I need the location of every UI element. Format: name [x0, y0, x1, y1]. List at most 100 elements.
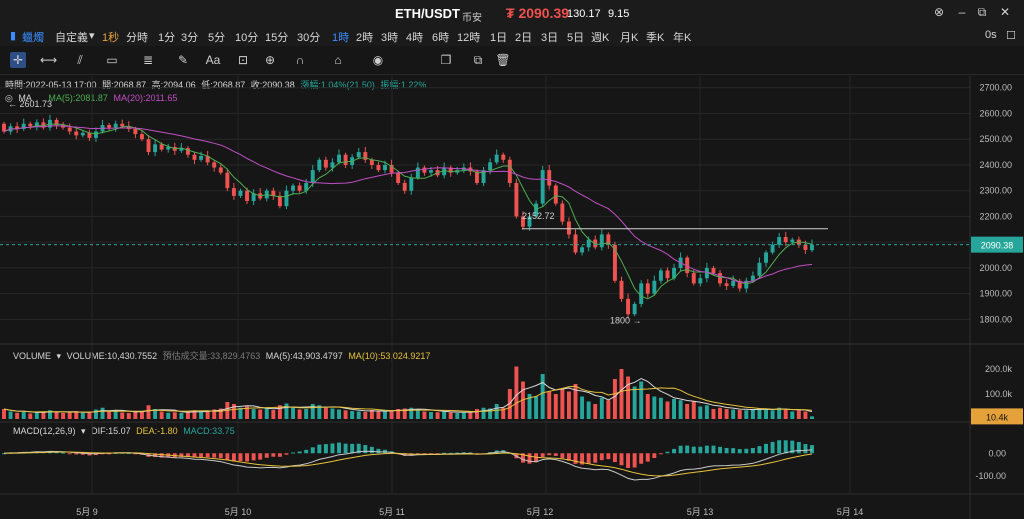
custom-button[interactable]: 自定義 [55, 32, 88, 44]
magnet-icon[interactable]: ∩ [295, 53, 305, 67]
trend-lines-icon[interactable]: ⫽ [77, 53, 83, 67]
chevron-down-icon[interactable]: ▾ [81, 426, 86, 436]
horizontal-line-icon[interactable]: ⟷ [40, 53, 58, 67]
timeframe-11[interactable]: 4時 [406, 32, 424, 44]
volume-bar-97 [639, 381, 644, 419]
timeframe-18[interactable]: 週K [591, 32, 610, 44]
chevron-down-icon[interactable]: ▾ [56, 351, 62, 361]
copy-icon[interactable]: ❐ [440, 53, 452, 67]
volume-bar-25 [166, 412, 171, 419]
macd-bar-55 [363, 445, 368, 454]
volume-bar-9 [61, 413, 66, 419]
macd-bar-94 [619, 453, 624, 466]
timeframe-10[interactable]: 3時 [381, 32, 399, 44]
timeframe-19[interactable]: 月K [620, 32, 639, 44]
zoom-icon[interactable]: ⊕ [264, 53, 276, 67]
volume-bar-57 [376, 410, 381, 419]
volume-bar-65 [429, 412, 433, 419]
timeframe-16[interactable]: 3日 [541, 32, 559, 44]
rectangle-icon[interactable]: ▭ [106, 53, 118, 67]
pair-title[interactable]: ETH/USDT [395, 6, 460, 21]
macd-bar-90 [593, 453, 598, 463]
volume-bar-84 [553, 394, 558, 419]
price-change-percent: 9.15 [608, 8, 630, 20]
restore-icon[interactable]: ⧉ [977, 5, 987, 19]
chevron-down-icon[interactable]: ▾ [89, 30, 95, 42]
text-icon[interactable]: Aa [205, 53, 221, 67]
macd-bar-54 [356, 443, 361, 454]
macd-bar-43 [284, 453, 289, 455]
candle-body-5 [34, 122, 39, 127]
candle-body-61 [402, 182, 407, 191]
timeframe-21[interactable]: 年K [673, 32, 692, 44]
candle-body-28 [185, 148, 190, 155]
volume-name[interactable]: VOLUME [13, 351, 52, 361]
timeframe-0[interactable]: 1秒 [102, 32, 120, 44]
reset-button[interactable]: 0s [985, 29, 997, 41]
volume-bar-93 [612, 379, 617, 419]
candle-body-86 [566, 221, 571, 235]
price-change: 130.17 [567, 8, 601, 20]
timeframe-17[interactable]: 5日 [567, 32, 585, 44]
timeframe-5[interactable]: 10分 [235, 32, 259, 44]
delete-icon[interactable]: 🗑 [495, 53, 511, 67]
crosshair-icon[interactable]: ✛ [10, 52, 26, 68]
search-icon[interactable]: ⊗ [933, 5, 945, 19]
volume-ma10: MA(10):53,024.9217 [348, 351, 431, 361]
visibility-icon[interactable]: ◎ [5, 93, 13, 103]
settings-icon[interactable]: ☐ [1006, 30, 1016, 42]
volume-bar-85 [560, 389, 565, 419]
ma-name[interactable]: MA [18, 93, 32, 103]
timeframe-12[interactable]: 6時 [432, 32, 450, 44]
chart-type-icon[interactable]: ▮ [10, 30, 17, 42]
timeframe-15[interactable]: 2日 [515, 32, 533, 44]
macd-name[interactable]: MACD(12,26,9) [13, 426, 76, 436]
timeframe-1[interactable]: 分時 [126, 32, 148, 44]
timeframe-6[interactable]: 15分 [265, 32, 289, 44]
macd-bar-12 [80, 453, 85, 455]
lock-icon[interactable]: ⌂ [334, 53, 342, 67]
candle-body-118 [777, 237, 782, 245]
ohlc-time: 時間:2022-05-13 17:00 [5, 80, 97, 90]
candle-body-91 [599, 234, 604, 248]
candle-body-34 [225, 172, 230, 189]
timeframe-13[interactable]: 12時 [457, 32, 481, 44]
candle-body-116 [764, 252, 768, 263]
volume-bar-2 [15, 412, 20, 419]
timeframe-2[interactable]: 1分 [158, 32, 176, 44]
chart-type-button[interactable]: 蠟燭 [22, 32, 44, 44]
macd-bar-19 [126, 453, 131, 455]
close-icon[interactable]: ✕ [999, 5, 1011, 19]
timeframe-14[interactable]: 1日 [490, 32, 508, 44]
fibonacci-icon[interactable]: ≣ [142, 53, 154, 67]
timeframe-4[interactable]: 5分 [208, 32, 226, 44]
volume-bar-31 [205, 410, 210, 419]
visibility-icon[interactable]: ◉ [372, 53, 384, 67]
macd-bar-42 [277, 453, 282, 457]
volume-bar-46 [304, 409, 309, 419]
timeframe-8[interactable]: 1時 [332, 32, 350, 44]
chart-canvas[interactable]: 2700.00 2600.00 2500.00 2400.00 2300.00 2200.… [0, 76, 1024, 519]
macd-bar-70 [461, 452, 466, 454]
clone-icon[interactable]: ⧉ [473, 53, 483, 67]
macd-bar-47 [310, 447, 315, 454]
candle-body-109 [718, 273, 723, 284]
timeframe-7[interactable]: 30分 [297, 32, 321, 44]
measure-icon[interactable]: ⊡ [237, 53, 249, 67]
macd-bar-105 [691, 446, 696, 454]
timeframe-20[interactable]: 季K [646, 32, 665, 44]
volume-bar-36 [238, 407, 243, 419]
minimize-icon[interactable]: – [958, 5, 966, 19]
volume-bar-48 [317, 405, 322, 419]
candle-body-82 [540, 170, 545, 204]
timeframe-3[interactable]: 3分 [181, 32, 199, 44]
timeframe-9[interactable]: 2時 [356, 32, 374, 44]
candle-body-102 [672, 267, 677, 279]
volume-bar-94 [619, 369, 624, 419]
brush-icon[interactable]: ✎ [177, 53, 189, 67]
volume-bar-120 [790, 411, 795, 419]
volume-bar-27 [179, 413, 184, 419]
volume-bar-43 [284, 403, 289, 419]
volume-bar-123 [810, 416, 814, 419]
volume-bar-64 [422, 411, 427, 419]
